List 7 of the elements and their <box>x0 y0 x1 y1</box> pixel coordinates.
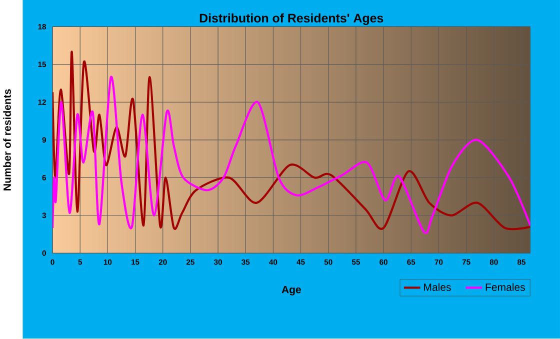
chart-title: Distribution of Residents' Ages <box>200 14 384 26</box>
legend-label: Females <box>486 283 525 292</box>
line-series <box>52 76 530 233</box>
legend-label: Males <box>424 283 451 292</box>
line-series <box>52 50 530 230</box>
x-axis-title: Age <box>282 286 301 296</box>
y-axis-title: Number of residents <box>3 89 11 190</box>
